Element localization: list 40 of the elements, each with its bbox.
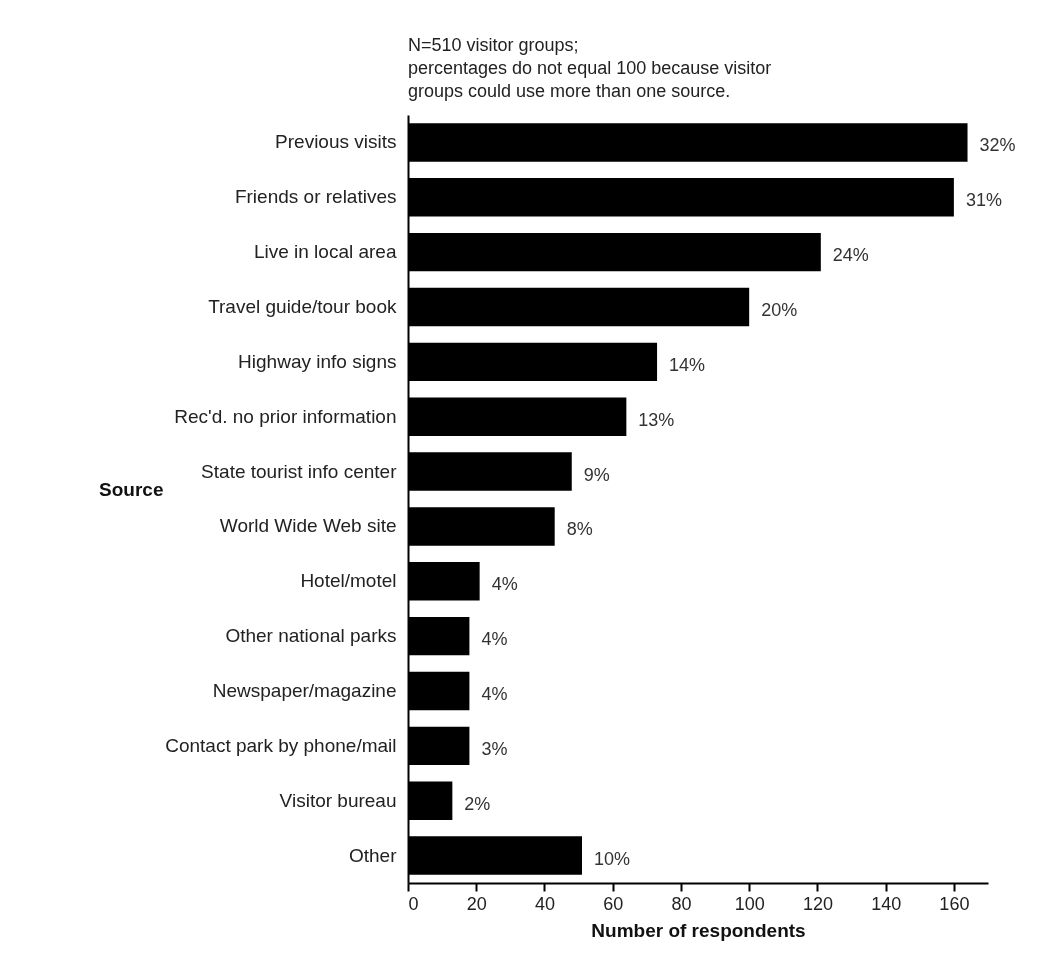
x-axis-title: Number of respondents: [591, 919, 806, 941]
annotation: 4%: [491, 574, 518, 595]
annotation: 10%: [594, 848, 631, 869]
chart-title: N=510 visitor groups; percentages do not equal 100 because visitor groups could use more than one source.: [408, 35, 772, 101]
x-tick-label: 60: [603, 893, 624, 914]
y-tick-label: Other: [348, 844, 398, 866]
y-tick-label: Newspaper/magazine: [212, 680, 397, 701]
annotation: 24%: [832, 245, 869, 266]
y-tick-label: State tourist info center: [201, 460, 398, 482]
y-tick-label: Rec'd. no prior information: [174, 405, 397, 427]
annotation: 20%: [761, 300, 798, 320]
y-tick-label: Highway info signs: [238, 350, 397, 372]
x-tick-label: 140: [871, 893, 902, 914]
annotation: 14%: [669, 354, 706, 375]
annotation: 2%: [464, 793, 491, 814]
annotation: 32%: [979, 135, 1016, 156]
y-tick-label: World Wide Web site: [219, 515, 397, 537]
x-tick-label: 80: [671, 893, 692, 914]
y-tick-label: Hotel/motel: [300, 570, 397, 592]
x-tick-label: 20: [466, 893, 487, 914]
y-tick-label: Friends or relatives: [234, 186, 397, 208]
annotation: 8%: [566, 519, 593, 540]
y-axis-title: Source: [99, 478, 164, 500]
x-tick-label: 0: [408, 893, 419, 914]
x-tick-label: 120: [802, 893, 833, 914]
annotation: 9%: [583, 464, 610, 485]
y-tick-label: Live in local area: [253, 241, 397, 263]
annotation: 4%: [481, 684, 508, 704]
annotation: 3%: [481, 738, 508, 759]
y-tick-label: Other national parks: [225, 625, 397, 647]
annotation: 4%: [481, 629, 508, 650]
y-tick-label: Contact park by phone/mail: [165, 734, 397, 756]
x-tick-label: 160: [939, 893, 970, 914]
y-tick-label: Previous visits: [275, 131, 397, 153]
y-tick-label: Travel guide/tour book: [208, 296, 397, 317]
annotation: 31%: [965, 190, 1002, 211]
annotation: 13%: [638, 409, 675, 430]
x-tick-label: 40: [534, 893, 555, 914]
x-tick-label: 100: [734, 893, 765, 914]
y-tick-label: Visitor bureau: [279, 789, 397, 811]
